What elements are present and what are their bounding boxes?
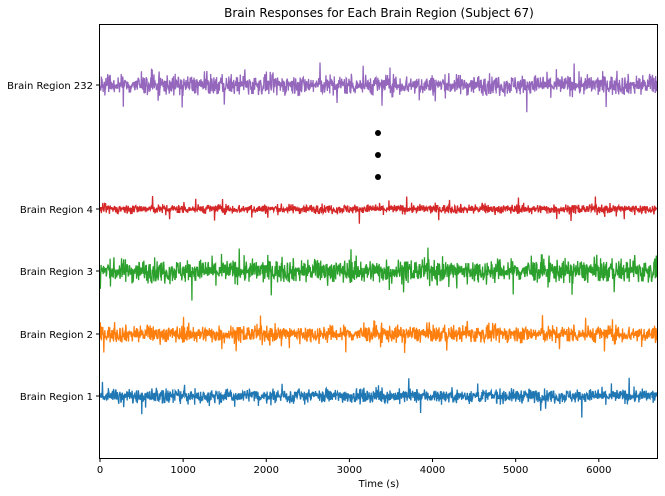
x-tick-label-0: 0 <box>97 465 103 476</box>
x-tick-label-2: 2000 <box>254 465 279 476</box>
chart-title: Brain Responses for Each Brain Region (S… <box>224 6 534 20</box>
y-tick-label-4: Brain Region 4 <box>20 205 93 216</box>
x-tick-label-5: 5000 <box>503 465 528 476</box>
ellipsis-dot-2 <box>375 152 381 158</box>
y-axis-labels: Brain Region 1 Brain Region 2 Brain Region… <box>7 81 100 403</box>
series-line-2 <box>99 315 658 353</box>
x-axis-label: Time (s) <box>358 479 400 490</box>
y-tick-label-2: Brain Region 2 <box>20 330 93 341</box>
ellipsis-dot-3 <box>375 174 381 180</box>
series-layer <box>99 62 658 418</box>
ellipsis-dots <box>375 130 381 180</box>
y-tick-label-1: Brain Region 1 <box>20 392 93 403</box>
plot-frame <box>99 24 658 459</box>
y-tick-label-5: Brain Region 232 <box>7 81 93 92</box>
series-line-4 <box>99 196 658 224</box>
x-axis-ticks: 0 1000 2000 3000 4000 5000 6000 <box>97 458 612 476</box>
y-tick-label-3: Brain Region 3 <box>20 267 93 278</box>
x-tick-label-6: 6000 <box>586 465 611 476</box>
x-tick-label-1: 1000 <box>170 465 195 476</box>
series-line-5 <box>99 62 658 113</box>
series-line-3 <box>99 247 658 301</box>
series-line-1 <box>99 377 658 418</box>
ellipsis-dot-1 <box>375 130 381 136</box>
x-tick-label-4: 4000 <box>420 465 445 476</box>
x-tick-label-3: 3000 <box>337 465 362 476</box>
